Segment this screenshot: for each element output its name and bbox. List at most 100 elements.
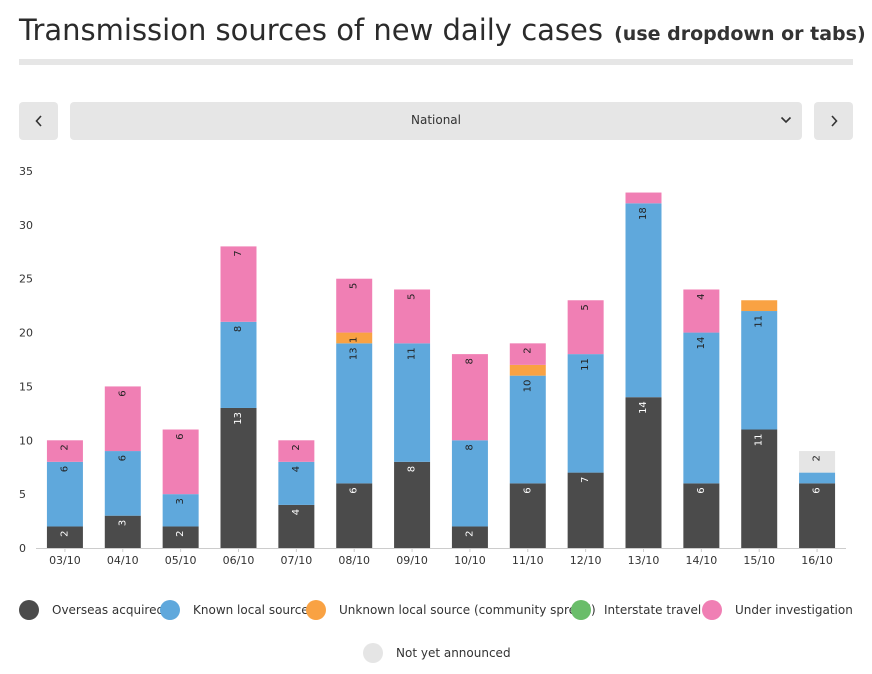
x-tick-label: 06/10 [223,554,255,567]
data-label: 2 [59,444,70,450]
legend-known-local-swatch [160,600,180,620]
data-label: 14 [638,401,649,414]
x-tick-label: 16/10 [801,554,833,567]
data-label: 2 [812,455,823,461]
data-label: 6 [812,487,823,493]
bar-segment-overseas [336,483,373,548]
bar-segment-known [278,461,315,505]
bar-segment-known [162,494,199,527]
legend-not-announced[interactable]: Not yet announced [363,643,511,663]
data-label: 2 [522,347,533,353]
data-label: 4 [291,466,302,472]
y-tick-label: 0 [19,542,26,555]
data-label: 6 [522,487,533,493]
previous-region-button[interactable] [19,102,58,140]
y-tick-label: 25 [19,273,33,286]
bar-segment-overseas [451,526,488,548]
data-label: 5 [407,293,418,299]
bar-segment-investigation [46,440,83,462]
bar-segment-investigation [104,386,141,452]
legend-overseas[interactable]: Overseas acquired [19,600,164,620]
bar-segment-investigation [509,343,546,365]
title-main: Transmission sources of new daily cases [19,13,603,47]
data-label: 2 [175,530,186,536]
bar-segment-unknown [741,300,778,312]
legend-known-local[interactable]: Known local source [160,600,309,620]
data-label: 10 [522,380,533,393]
data-label: 2 [464,530,475,536]
x-tick-label: 10/10 [454,554,486,567]
x-tick-label: 09/10 [396,554,428,567]
data-label: 1 [349,337,360,343]
bar-segment-overseas [741,429,778,548]
data-label: 4 [696,293,707,299]
data-label: 11 [754,434,765,447]
data-label: 2 [59,530,70,536]
region-dropdown-value: National [410,113,461,127]
data-label: 8 [464,358,475,364]
x-tick-label: 03/10 [49,554,81,567]
chevron-left-icon [34,115,42,127]
bar-segment-overseas [104,515,141,548]
data-label: 4 [291,509,302,515]
y-tick-label: 35 [19,165,33,178]
chevron-right-icon [830,115,838,127]
x-tick-label: 14/10 [686,554,718,567]
data-label: 6 [696,487,707,493]
bar-segment-known [567,354,604,473]
legend-unknown-local[interactable]: Unknown local source (community spread) [306,600,596,620]
next-region-button[interactable] [814,102,853,140]
chart-title: Transmission sources of new daily cases … [19,10,866,48]
bar-segment-investigation [336,278,373,333]
bar-segment-investigation [394,289,431,344]
legend-overseas-swatch [19,600,39,620]
bar-segment-known [104,451,141,516]
bar-segment-overseas [162,526,199,548]
data-label: 18 [638,207,649,220]
bar-segment-known [394,343,431,462]
data-label: 6 [175,434,186,440]
data-label: 3 [175,498,186,504]
legend-interstate-label: Interstate travel [604,603,702,617]
title-divider [19,59,853,65]
legend-not-announced-swatch [363,643,383,663]
data-label: 8 [407,466,418,472]
bar-segment-investigation [451,354,488,441]
bar-segment-known [509,375,546,484]
data-label: 11 [580,358,591,371]
data-label: 14 [696,337,707,350]
legend-interstate[interactable]: Interstate travel [571,600,701,620]
data-label: 11 [754,315,765,328]
bar-segment-investigation [220,246,257,322]
data-label: 13 [349,347,360,360]
bar-segment-investigation [278,440,315,462]
x-tick-label: 11/10 [512,554,544,567]
data-label: 3 [117,520,128,526]
y-tick-label: 20 [19,327,33,340]
data-label: 13 [233,412,244,425]
x-tick-label: 07/10 [281,554,313,567]
legend-not-announced-label: Not yet announced [396,646,511,660]
bar-segment-overseas [220,407,257,548]
x-tick-label: 15/10 [743,554,775,567]
x-tick-label: 05/10 [165,554,197,567]
data-label: 6 [59,466,70,472]
data-label: 5 [580,304,591,310]
bar-segment-known [46,461,83,527]
bar-segment-overseas [799,483,836,548]
legend-under-investigation[interactable]: Under investigation [702,600,853,620]
bar-segment-overseas [46,526,83,548]
data-label: 8 [464,444,475,450]
bar-segment-overseas [683,483,720,548]
region-dropdown[interactable]: National [70,102,802,140]
bar-segment-investigation [625,192,662,204]
data-label: 5 [349,283,360,289]
data-label: 7 [233,250,244,256]
legend-interstate-swatch [571,600,591,620]
x-tick-label: 13/10 [628,554,660,567]
legend-known-local-label: Known local source [193,603,309,617]
y-tick-label: 5 [19,488,26,501]
bar-segment-investigation [683,289,720,333]
bar-segment-known [336,343,373,484]
bar-segment-not_announced [799,451,836,473]
